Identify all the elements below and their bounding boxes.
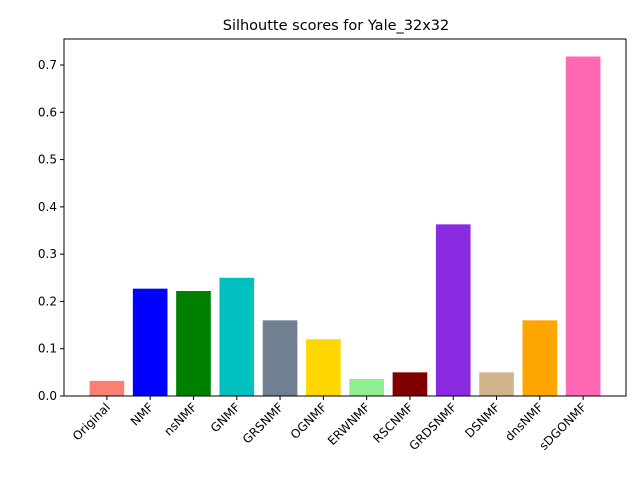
y-tick-label: 0.1 bbox=[38, 342, 57, 356]
y-tick-label: 0.6 bbox=[38, 105, 57, 119]
y-axis: 0.0 0.1 0.2 0.3 0.4 0.5 0.6 0.7 bbox=[38, 58, 64, 403]
x-tick-label: DSNMF bbox=[462, 400, 502, 440]
bars-group bbox=[89, 56, 601, 397]
chart-title: Silhoutte scores for Yale_32x32 bbox=[223, 18, 450, 34]
x-tick-label: sDGONMF bbox=[537, 400, 590, 453]
bar-rscnmf bbox=[392, 372, 428, 396]
y-tick-label: 0.7 bbox=[38, 58, 57, 72]
bar-grsnmf bbox=[262, 320, 298, 396]
x-tick-label: GNMF bbox=[208, 400, 243, 435]
y-tick-label: 0.3 bbox=[38, 247, 57, 261]
y-tick-label: 0.0 bbox=[38, 389, 57, 403]
bar-sdgonmf bbox=[565, 56, 601, 397]
x-tick-label: NMF bbox=[128, 400, 157, 429]
y-tick-label: 0.4 bbox=[38, 200, 57, 214]
x-tick-label: Original bbox=[70, 400, 113, 443]
x-tick-label: GRDSNMF bbox=[407, 400, 460, 453]
bar-nsnmf bbox=[176, 291, 211, 396]
bar-gnmf bbox=[219, 277, 255, 396]
bar-nmf bbox=[132, 288, 168, 396]
bar-original bbox=[89, 380, 125, 396]
bar-erwnmf bbox=[349, 378, 384, 396]
x-tick-label: OGNMF bbox=[288, 400, 330, 442]
y-tick-label: 0.5 bbox=[38, 153, 57, 167]
bar-grdsnmf bbox=[435, 224, 471, 396]
bar-dnsnmf bbox=[522, 320, 558, 396]
plot-frame bbox=[63, 38, 627, 397]
x-tick-label: GRSNMF bbox=[240, 400, 286, 446]
bar-ognmf bbox=[306, 339, 341, 396]
x-tick-label: nsNMF bbox=[161, 400, 199, 438]
x-tick-label: dnsNMF bbox=[502, 400, 546, 444]
x-tick-label: ERWNMF bbox=[325, 400, 373, 448]
bar-dsnmf bbox=[479, 372, 514, 396]
y-tick-label: 0.2 bbox=[38, 294, 57, 308]
